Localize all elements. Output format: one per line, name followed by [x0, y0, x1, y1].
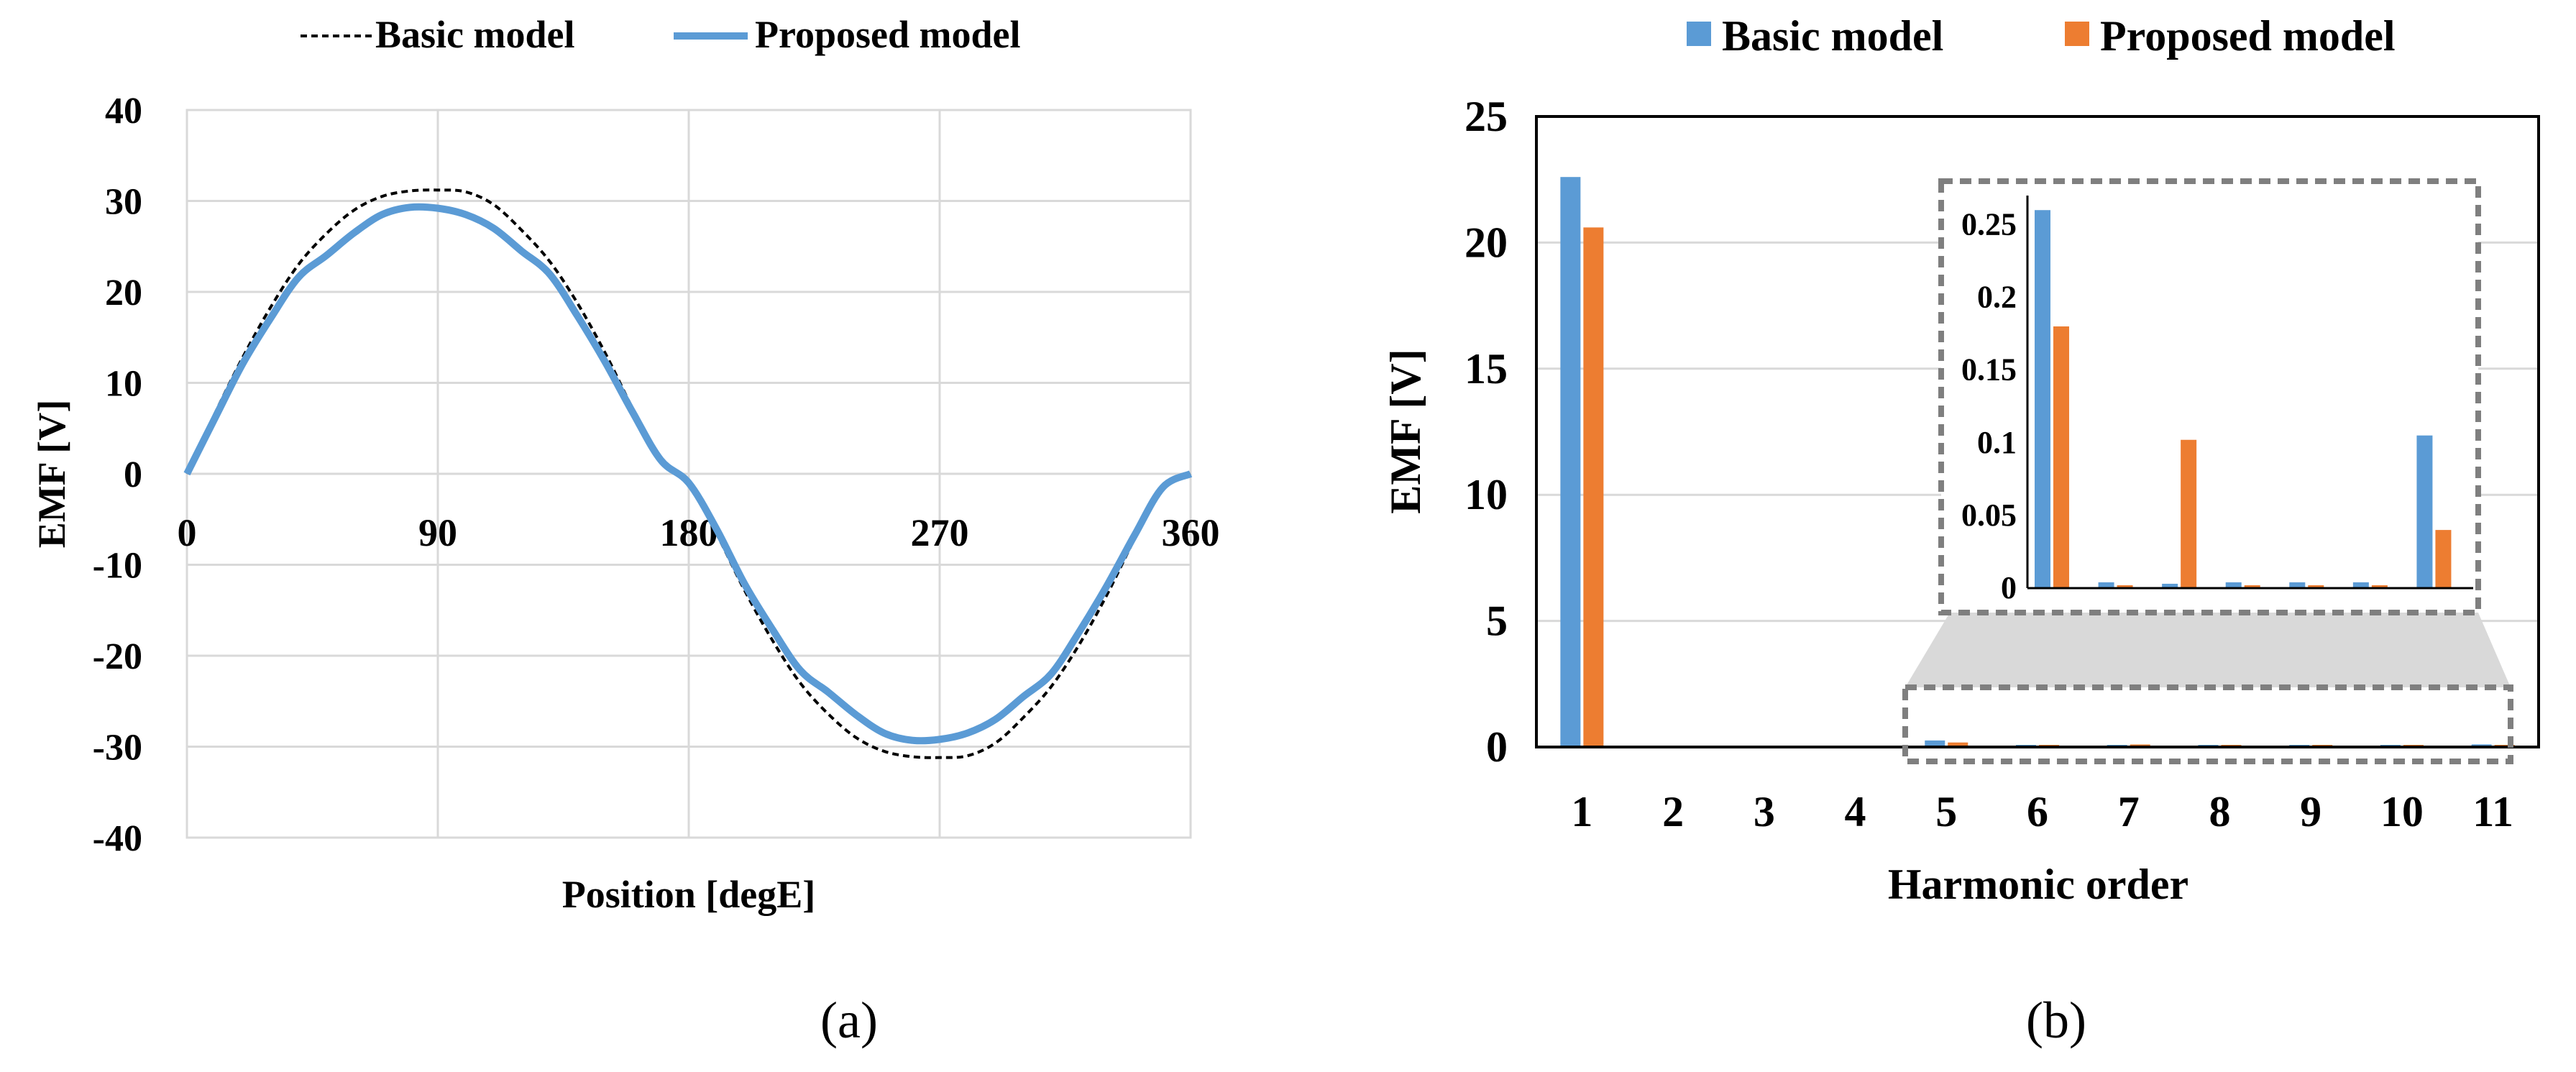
bar-proposed-h5 — [1948, 742, 1968, 747]
legend-label-basic-b: Basic model — [1722, 12, 1943, 60]
inset-bar-basic-h8 — [2225, 582, 2242, 588]
chart-a-y-tick-label: 40 — [105, 91, 142, 132]
chart-b-x-tick-label: 4 — [1845, 788, 1866, 835]
chart-b-y-tick-label: 0 — [1486, 723, 1508, 771]
chart-b-y-tick-label: 10 — [1465, 471, 1508, 518]
inset-frame — [1938, 178, 2481, 615]
chart-a-x-tick-label: 360 — [1162, 511, 1220, 554]
bar-basic-h1 — [1560, 177, 1581, 747]
chart-b-x-tick-label: 5 — [1935, 788, 1957, 835]
inset-bar-proposed-h5 — [2053, 326, 2069, 588]
inset-bars — [2035, 210, 2452, 588]
chart-a-x-tick-label: 0 — [178, 511, 197, 554]
chart-a-series — [183, 188, 1193, 759]
chart-a-y-tick-label: -40 — [93, 818, 142, 859]
chart-a-y-tick-label: -30 — [93, 728, 142, 769]
chart-b-plot-area — [1535, 115, 2540, 748]
zoom-fan — [1905, 613, 2511, 687]
inset-bar-basic-h11 — [2416, 435, 2433, 588]
chart-a-y-tick-label: 20 — [105, 272, 142, 313]
panel-label-a: (a) — [820, 991, 878, 1049]
zoom-region-box — [1902, 684, 2513, 764]
inset-y-tick-label: 0 — [2001, 570, 2017, 605]
chart-b-x-tick-label: 11 — [2472, 788, 2513, 835]
inset-y-tick-label: 0.2 — [1977, 280, 2017, 315]
chart-a-y-tick-label: 10 — [105, 364, 142, 405]
chart-a-x-tick-label: 270 — [911, 511, 969, 554]
chart-b-y-tick-labels: 0 5 10 15 20 25 — [1465, 93, 1508, 771]
chart-b-x-tick-label: 2 — [1662, 788, 1684, 835]
inset-bar-proposed-h10 — [2371, 585, 2388, 588]
inset-y-tick-label: 0.05 — [1961, 498, 2017, 533]
chart-a-gridlines — [185, 109, 1192, 839]
inset-y-tick-label: 0.1 — [1977, 425, 2017, 460]
chart-a-y-tick-label: -20 — [93, 636, 142, 677]
chart-b-y-tick-label: 25 — [1465, 93, 1508, 140]
legend-label-proposed-b: Proposed model — [2100, 12, 2396, 60]
inset-y-tick-label: 0.15 — [1961, 352, 2017, 388]
chart-b-legend: Basic model Proposed model — [1687, 12, 2396, 60]
chart-a-x-tick-labels: 0 90 180 270 360 — [178, 511, 1220, 554]
chart-b-x-tick-label: 1 — [1571, 788, 1592, 835]
chart-b-y-tick-label: 20 — [1465, 219, 1508, 266]
chart-b: 0 5 10 15 20 25 1 2 3 4 5 6 7 8 9 10 11 0 0.05 0.1 0.15 0.2… — [1382, 12, 2540, 1049]
legend-label-basic: Basic model — [375, 13, 575, 56]
inset-bar-basic-h9 — [2289, 582, 2306, 588]
chart-b-x-tick-label: 6 — [2027, 788, 2048, 835]
chart-a-y-tick-labels: 40 30 20 10 0 -10 -20 -30 -40 — [93, 91, 142, 859]
chart-b-x-tick-label: 9 — [2300, 788, 2321, 835]
inset-bar-basic-h5 — [2035, 210, 2050, 588]
series-line-proposed-model — [183, 203, 1193, 745]
chart-b-y-tick-label: 15 — [1465, 345, 1508, 393]
chart-b-xlabel: Harmonic order — [1888, 861, 2188, 908]
chart-a-legend: Basic model Proposed model — [301, 13, 1021, 56]
chart-b-bars — [1560, 177, 2515, 747]
inset-bar-basic-h6 — [2098, 582, 2114, 588]
inset-bar-proposed-h9 — [2308, 585, 2324, 588]
inset-bar-basic-h10 — [2352, 582, 2369, 588]
chart-b-x-tick-label: 8 — [2209, 788, 2230, 835]
inset-bar-proposed-h11 — [2435, 530, 2452, 588]
inset-bar-basic-h7 — [2162, 583, 2178, 588]
chart-b-ylabel: EMF [V] — [1382, 349, 1429, 513]
bar-proposed-h1 — [1583, 227, 1604, 747]
legend-label-proposed: Proposed model — [755, 13, 1021, 56]
inset-y-tick-labels: 0 0.05 0.1 0.15 0.2 0.25 — [1961, 206, 2017, 605]
inset-bar-proposed-h6 — [2117, 585, 2133, 588]
panel-label-b: (b) — [2026, 991, 2086, 1049]
chart-b-y-tick-label: 5 — [1486, 597, 1508, 645]
legend-swatch-basic — [1687, 22, 1711, 46]
chart-a-y-tick-label: 30 — [105, 182, 142, 223]
bar-basic-h5 — [1925, 740, 1945, 747]
chart-b-x-tick-labels: 1 2 3 4 5 6 7 8 9 10 11 — [1571, 788, 2513, 835]
inset-chart: 0 0.05 0.1 0.15 0.2 0.25 — [1938, 178, 2481, 615]
chart-b-x-tick-label: 7 — [2118, 788, 2140, 835]
chart-a-x-tick-label: 90 — [418, 511, 457, 554]
chart-a-y-tick-label: 0 — [124, 454, 142, 495]
inset-bar-proposed-h7 — [2181, 439, 2197, 588]
inset-y-tick-label: 0.25 — [1961, 206, 2017, 242]
inset-background — [1941, 181, 2478, 613]
legend-swatch-proposed — [2065, 22, 2089, 46]
chart-b-x-tick-label: 3 — [1754, 788, 1775, 835]
chart-a-xlabel: Position [degE] — [562, 873, 816, 916]
inset-bar-proposed-h8 — [2244, 585, 2260, 588]
chart-a-ylabel: EMF [V] — [30, 400, 73, 548]
chart-a-y-tick-label: -10 — [93, 546, 142, 587]
chart-b-x-tick-label: 10 — [2380, 788, 2424, 835]
